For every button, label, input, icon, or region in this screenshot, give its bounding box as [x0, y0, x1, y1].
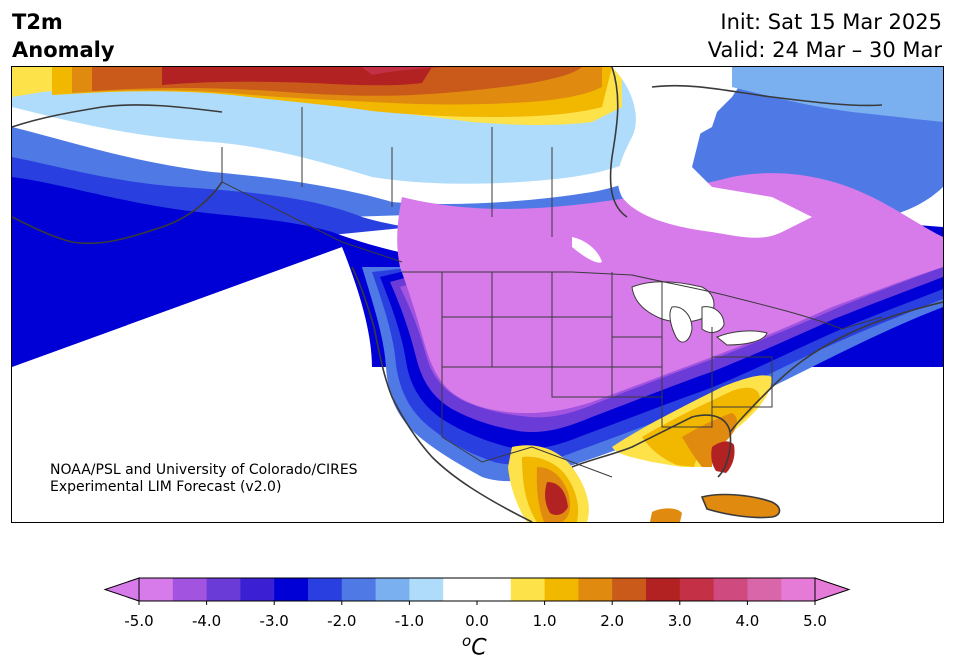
- colorbar-swatch: [409, 578, 444, 601]
- region-mexico-hot: [545, 482, 568, 515]
- region-yucatan-warm: [650, 508, 682, 522]
- coast-arctic-islands: [651, 84, 883, 107]
- colorbar-swatch: [308, 578, 343, 601]
- region-cuba-warm: [702, 494, 780, 518]
- border-us-canada-east: [631, 274, 883, 330]
- forecast-dates: Init: Sat 15 Mar 2025 Valid: 24 Mar – 30…: [708, 8, 942, 64]
- colorbar-swatch: [781, 578, 816, 601]
- colorbar-swatch: [274, 578, 309, 601]
- colorbar-container: [0, 560, 954, 671]
- colorbar-swatch: [341, 578, 377, 601]
- colorbar-swatch: [544, 578, 579, 601]
- border-states-east: [661, 327, 713, 428]
- colorbar-extend-high: [814, 577, 851, 602]
- colorbar-swatch: [646, 578, 681, 601]
- colorbar-swatch: [375, 578, 410, 601]
- border-canada-provinces: [301, 107, 553, 237]
- colorbar-tick-label: -5.0: [124, 612, 154, 630]
- lake-winnipeg: [572, 237, 602, 263]
- init-date: Init: Sat 15 Mar 2025: [720, 10, 942, 34]
- coast-atlantic: [729, 301, 943, 433]
- coast-alaska-south: [12, 181, 223, 245]
- border-alaska-canada: [221, 147, 403, 263]
- region-florida-hot: [711, 441, 735, 473]
- colorbar-swatch: [172, 578, 208, 601]
- coast-alaska-north: [12, 104, 223, 128]
- valid-dates: Valid: 24 Mar – 30 Mar: [707, 38, 942, 62]
- great-lakes-huron: [701, 306, 725, 333]
- border-states-parallels: [442, 316, 662, 338]
- border-states-southeast: [712, 356, 773, 408]
- colorbar-swatch: [713, 578, 748, 601]
- coast-cuba: [700, 493, 781, 519]
- colorbar-tick-label: 5.0: [803, 612, 827, 630]
- colorbar-extend-low: [103, 577, 140, 602]
- colorbar-tick-label: -3.0: [259, 612, 289, 630]
- colorbar-tick-label: -1.0: [394, 612, 425, 630]
- colorbar-tick-label: 3.0: [667, 612, 692, 630]
- colorbar-tick-label: -4.0: [191, 612, 222, 630]
- colorbar-swatch: [747, 578, 782, 601]
- colorbar-swatch: [578, 578, 613, 601]
- region-se-warm3: [682, 413, 737, 467]
- coast-gulf: [571, 414, 732, 478]
- colorbar-swatch: [679, 578, 715, 601]
- lake-great-bear: [482, 185, 512, 195]
- colorbar-tick-label: -2.0: [327, 612, 357, 630]
- colorbar-swatch: [510, 578, 546, 601]
- colorbar-tick-label: 4.0: [735, 612, 760, 630]
- map-title: T2m Anomaly: [12, 8, 115, 64]
- region-pacific-ocean: [12, 247, 472, 522]
- unit-sup: o: [462, 632, 472, 650]
- coastlines: [12, 67, 943, 522]
- credit-line-1: NOAA/PSL and University of Colorado/CIRE…: [50, 462, 358, 478]
- region-arctic-hot2: [362, 67, 442, 75]
- great-lakes-michigan: [669, 306, 693, 343]
- great-lakes-erie: [716, 330, 768, 346]
- colorbar-swatch: [612, 578, 647, 601]
- colorbar-tick-label: 1.0: [532, 612, 557, 630]
- title-line-1: T2m: [12, 10, 63, 34]
- colorbar-swatch: [206, 578, 241, 601]
- region-greenland-white: [612, 67, 812, 238]
- coast-hudson-bay: [609, 67, 628, 218]
- colorbar-swatch: [477, 578, 512, 601]
- colorbar-swatch: [443, 578, 478, 601]
- colorbar-tick-label: 2.0: [600, 612, 625, 630]
- colorbar-swatch: [139, 578, 174, 601]
- border-us-canada-west: [402, 271, 633, 276]
- colorbar-tick-label: 0.0: [465, 612, 489, 630]
- title-line-2: Anomaly: [12, 38, 115, 62]
- map-credit: NOAA/PSL and University of Colorado/CIRE…: [50, 462, 358, 496]
- colorbar-svg: [103, 577, 851, 605]
- region-arctic-hot: [162, 67, 432, 86]
- region-greenland-cool: [732, 67, 943, 122]
- credit-line-2: Experimental LIM Forecast (v2.0): [50, 479, 282, 495]
- coast-pacific-us: [351, 266, 533, 522]
- unit-base: C: [471, 635, 487, 661]
- colorbar-unit: oC: [462, 632, 487, 660]
- anomaly-map: NOAA/PSL and University of Colorado/CIRE…: [11, 66, 944, 523]
- colorbar-swatch: [240, 578, 275, 601]
- map-canvas: [12, 67, 943, 522]
